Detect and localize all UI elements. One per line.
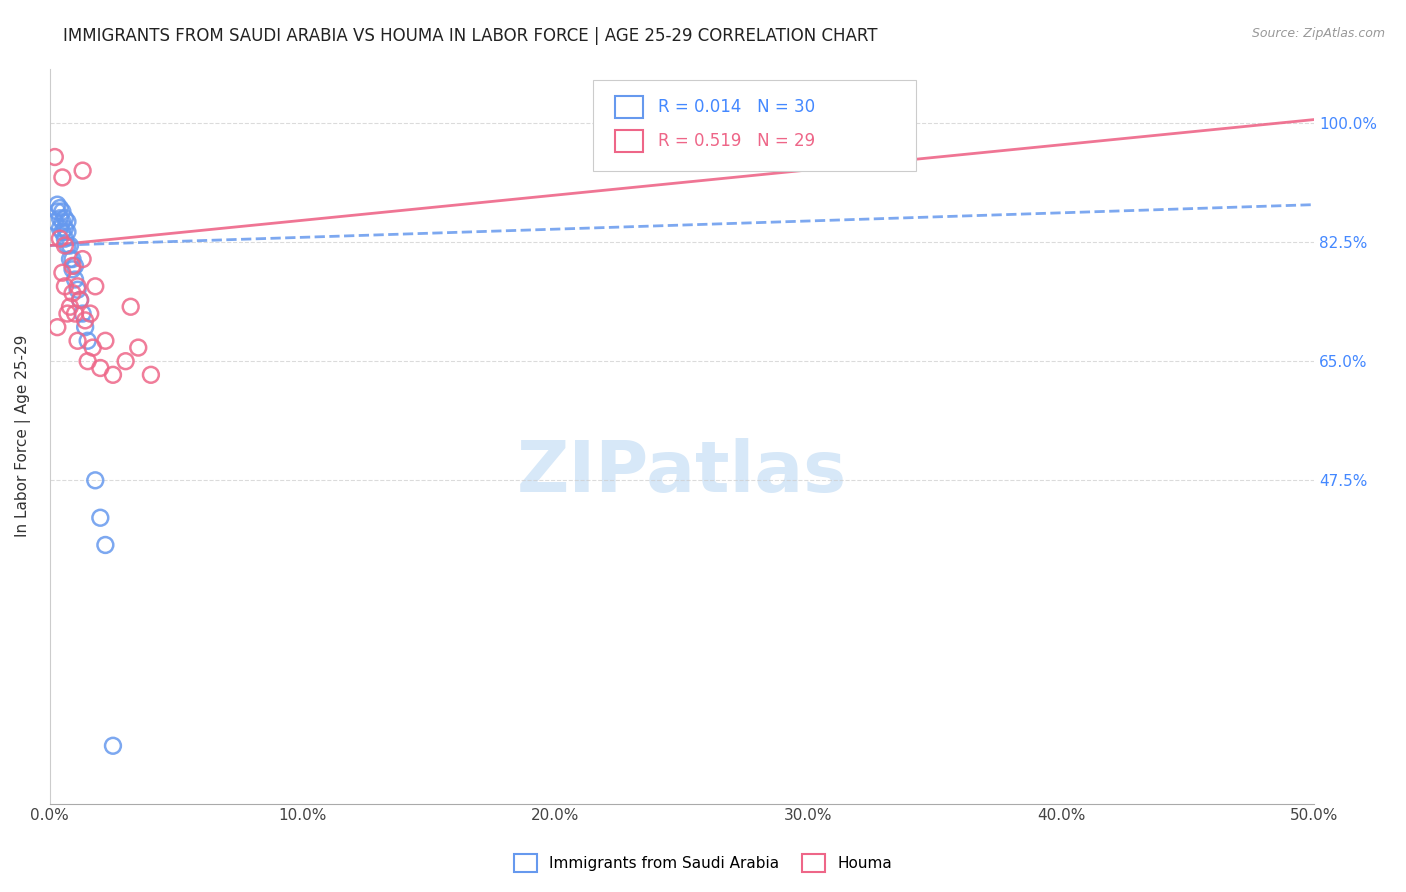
Point — [59, 300, 82, 314]
Text: R = 0.519   N = 29: R = 0.519 N = 29 — [658, 131, 815, 150]
Point — [53, 279, 76, 293]
Point — [69, 293, 91, 307]
Point — [51, 266, 73, 280]
Legend: Immigrants from Saudi Arabia, Houma: Immigrants from Saudi Arabia, Houma — [506, 846, 900, 880]
Point — [66, 334, 89, 348]
Point — [101, 739, 124, 753]
Y-axis label: In Labor Force | Age 25-29: In Labor Force | Age 25-29 — [15, 334, 31, 537]
Point — [89, 361, 111, 376]
Point — [94, 334, 117, 348]
Point — [62, 286, 84, 301]
Point — [56, 238, 79, 252]
Point — [62, 252, 84, 266]
Point — [49, 211, 72, 226]
Text: Source: ZipAtlas.com: Source: ZipAtlas.com — [1251, 27, 1385, 40]
Point — [127, 341, 149, 355]
Point — [79, 307, 101, 321]
Point — [46, 204, 69, 219]
Point — [66, 283, 89, 297]
Point — [72, 163, 94, 178]
Point — [139, 368, 162, 382]
Point — [49, 221, 72, 235]
Point — [49, 232, 72, 246]
FancyBboxPatch shape — [593, 79, 915, 171]
Point — [53, 238, 76, 252]
Point — [76, 354, 98, 368]
Point — [101, 368, 124, 382]
Point — [51, 215, 73, 229]
Point — [120, 300, 142, 314]
Point — [56, 307, 79, 321]
Point — [44, 150, 66, 164]
Point — [53, 211, 76, 226]
Text: R = 0.014   N = 30: R = 0.014 N = 30 — [658, 98, 815, 116]
Point — [46, 320, 69, 334]
Point — [72, 307, 94, 321]
Point — [62, 259, 84, 273]
Point — [56, 225, 79, 239]
Point — [69, 293, 91, 307]
Point — [94, 538, 117, 552]
Point — [82, 341, 104, 355]
Point — [75, 320, 97, 334]
Point — [63, 272, 86, 286]
Point — [62, 262, 84, 277]
Point — [49, 201, 72, 215]
Point — [51, 225, 73, 239]
Point — [51, 170, 73, 185]
Point — [63, 259, 86, 273]
Point — [51, 204, 73, 219]
Point — [72, 252, 94, 266]
Point — [44, 215, 66, 229]
Point — [84, 279, 107, 293]
Text: ZIPatlas: ZIPatlas — [517, 438, 846, 508]
Point — [59, 238, 82, 252]
Point — [46, 197, 69, 211]
Point — [89, 510, 111, 524]
Text: IMMIGRANTS FROM SAUDI ARABIA VS HOUMA IN LABOR FORCE | AGE 25-29 CORRELATION CHA: IMMIGRANTS FROM SAUDI ARABIA VS HOUMA IN… — [63, 27, 877, 45]
Point — [66, 279, 89, 293]
Point — [56, 215, 79, 229]
Point — [59, 252, 82, 266]
Point — [114, 354, 136, 368]
Point — [53, 232, 76, 246]
Point — [76, 334, 98, 348]
Point — [53, 221, 76, 235]
Point — [63, 307, 86, 321]
Point — [84, 473, 107, 487]
Point — [75, 313, 97, 327]
